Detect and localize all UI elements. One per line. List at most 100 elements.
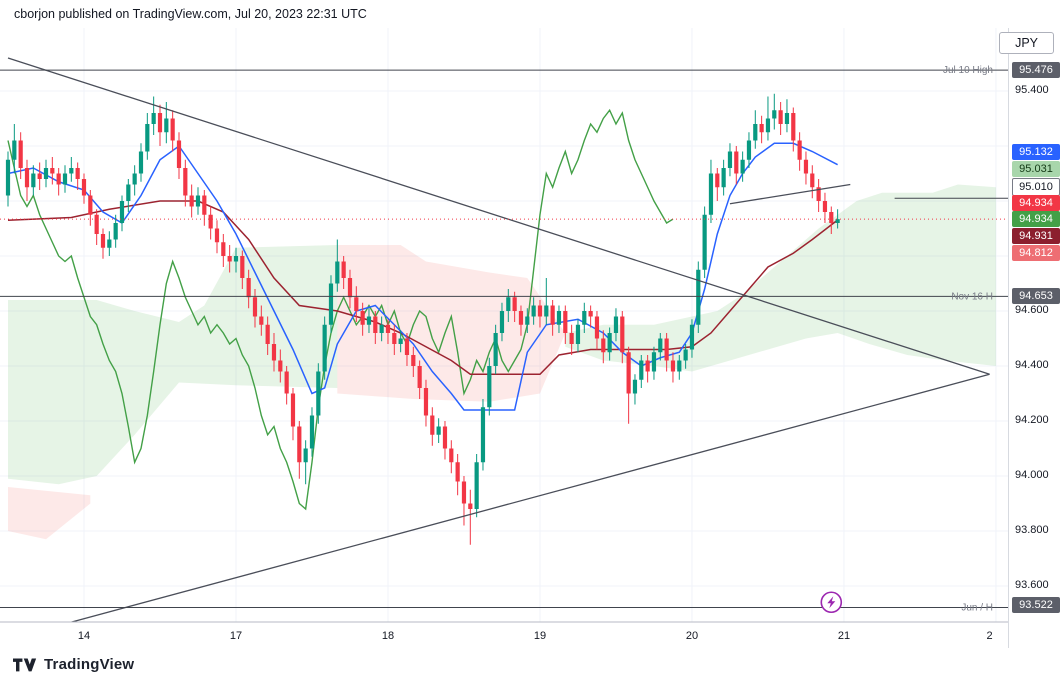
- candle-body: [816, 187, 821, 201]
- ichimoku-cloud-red: [8, 487, 91, 540]
- candle-body: [5, 159, 11, 196]
- candle-body: [195, 195, 201, 207]
- candle-body: [316, 371, 321, 416]
- candle-body: [506, 297, 511, 311]
- candle-body: [56, 173, 61, 185]
- candle-body: [404, 338, 410, 355]
- candle-body: [75, 168, 80, 179]
- time-axis-label: 18: [382, 630, 394, 642]
- candle-body: [702, 214, 707, 270]
- candle-body: [271, 344, 277, 361]
- header-bar: cborjon published on TradingView.com, Ju…: [0, 0, 1064, 28]
- tradingview-logo-icon[interactable]: [13, 656, 37, 673]
- candle-body: [544, 305, 549, 317]
- candle-body: [499, 311, 505, 333]
- candle-body: [259, 316, 264, 325]
- candle-body: [240, 256, 245, 278]
- candle-body: [765, 118, 771, 133]
- currency-badge[interactable]: JPY: [999, 32, 1054, 54]
- candle-body: [392, 333, 397, 344]
- price-tick-label: 94.200: [1015, 414, 1049, 426]
- candle-body: [335, 261, 340, 284]
- time-axis-label: 19: [534, 630, 546, 642]
- candle-body: [221, 242, 226, 256]
- candle-body: [208, 214, 213, 229]
- candle-body: [455, 462, 460, 482]
- time-axis-label: 17: [230, 630, 242, 642]
- candle-body: [696, 269, 701, 325]
- candle-body: [170, 118, 175, 141]
- price-tick-label: 94.000: [1015, 469, 1049, 481]
- candle-body: [537, 305, 543, 317]
- candle-body: [290, 393, 296, 427]
- candle-body: [164, 118, 169, 133]
- ichimoku-cloud-green: [837, 184, 996, 366]
- candle-body: [677, 360, 682, 372]
- trend-line[interactable]: [729, 183, 851, 205]
- footer-bar: TradingView: [0, 648, 1064, 681]
- candle-body: [322, 324, 327, 372]
- candle-body: [183, 168, 188, 196]
- candle-body: [645, 360, 650, 372]
- candle-body: [658, 338, 663, 353]
- candle-body: [607, 333, 612, 353]
- price-axis-badge: 95.476: [1012, 62, 1060, 78]
- candle-body: [94, 214, 99, 234]
- candle-body: [43, 168, 49, 179]
- trend-line[interactable]: [52, 373, 990, 627]
- price-axis-badge: 94.934: [1012, 195, 1060, 211]
- candle-body: [176, 140, 182, 168]
- tradingview-brand-text[interactable]: TradingView: [44, 656, 135, 673]
- candle-body: [252, 297, 258, 317]
- price-axis[interactable]: 95.400 94.600 94.400 94.200 94.000 93.800 93.6…: [1008, 28, 1064, 648]
- ichimoku-cloud-green: [8, 245, 338, 485]
- price-axis-badge: 95.031: [1012, 161, 1060, 177]
- price-tick-label: 94.600: [1015, 304, 1049, 316]
- candle-body: [708, 173, 714, 215]
- candle-body: [772, 110, 777, 119]
- attribution-text: cborjon published on TradingView.com, Ju…: [14, 7, 367, 21]
- candle-body: [107, 239, 112, 248]
- candle-body: [278, 360, 283, 372]
- candle-body: [632, 379, 638, 394]
- candle-body: [366, 316, 372, 325]
- candle-body: [189, 195, 194, 207]
- price-axis-badge: 94.653: [1012, 288, 1060, 304]
- trend-line[interactable]: [7, 57, 990, 375]
- candle-body: [620, 316, 625, 353]
- candle-body: [753, 124, 758, 141]
- price-axis-badge: 93.522: [1012, 597, 1060, 613]
- candle-body: [132, 173, 137, 185]
- candle-body: [138, 151, 144, 174]
- time-axis-label: 2: [987, 630, 993, 642]
- level-label: Jul 10 High: [943, 65, 993, 76]
- candle-body: [525, 316, 530, 325]
- price-axis-badge: 94.934: [1012, 211, 1060, 227]
- price-axis-badge: 95.010: [1012, 178, 1060, 196]
- candle-body: [151, 113, 156, 124]
- price-tick-label: 93.600: [1015, 579, 1049, 591]
- candle-body: [670, 360, 676, 372]
- plot-area[interactable]: Jul 10 High Nov 16 H Jun / H: [0, 28, 1008, 641]
- candle-body: [354, 297, 359, 311]
- candle-body: [569, 333, 574, 344]
- candle-body: [575, 324, 581, 344]
- idea-marker[interactable]: [820, 591, 843, 614]
- candle-body: [442, 426, 448, 449]
- level-label: Jun / H: [961, 602, 993, 613]
- candle-body: [480, 407, 486, 463]
- candle-body: [126, 184, 131, 201]
- candle-body: [468, 503, 473, 509]
- candle-body: [379, 324, 384, 333]
- candle-body: [411, 355, 416, 366]
- candle-body: [639, 360, 644, 380]
- candle-body: [227, 256, 232, 262]
- candle-body: [651, 352, 657, 372]
- price-axis-badge: 95.132: [1012, 144, 1060, 160]
- candle-body: [347, 278, 353, 298]
- candle-body: [233, 256, 239, 262]
- candle-body: [727, 151, 733, 168]
- price-axis-badge: 94.812: [1012, 245, 1060, 261]
